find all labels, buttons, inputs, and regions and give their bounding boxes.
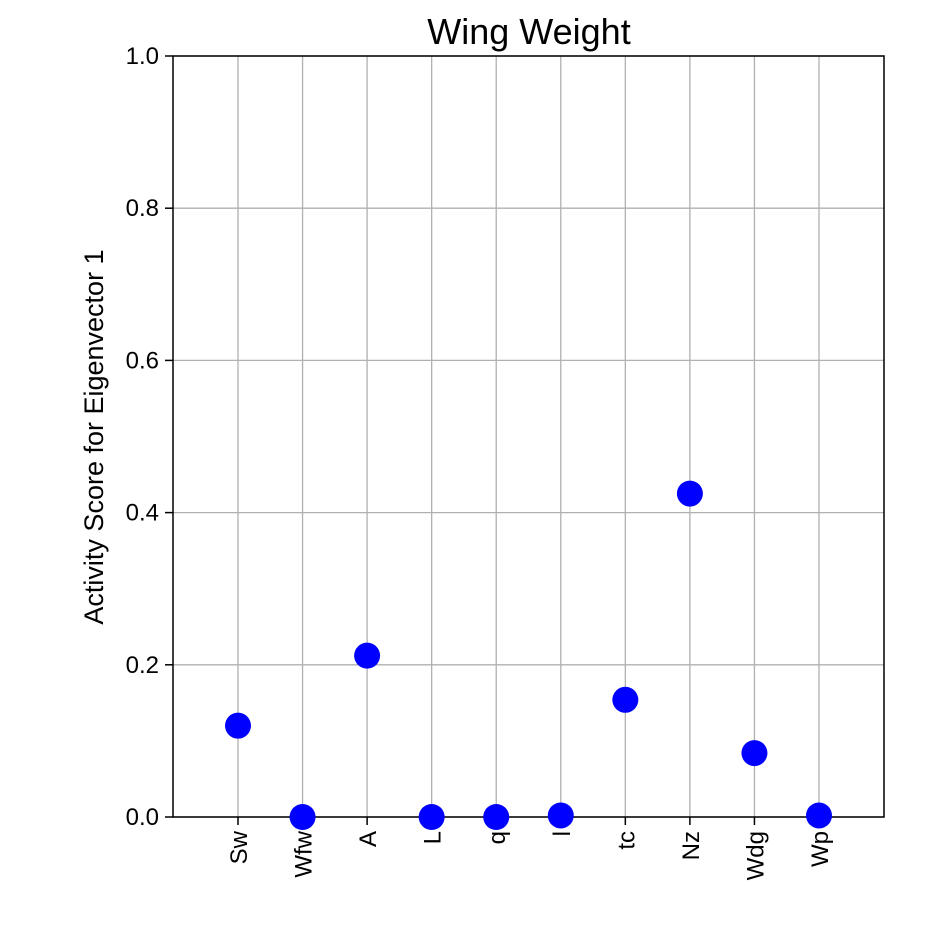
x-tick-label: l bbox=[549, 831, 576, 836]
x-tick-label: Wdg bbox=[742, 831, 769, 880]
plot-frame bbox=[172, 55, 885, 818]
y-tick-label: 1.0 bbox=[126, 43, 159, 70]
x-tick-label: Wfw bbox=[291, 830, 318, 877]
data-point-sw bbox=[225, 712, 251, 739]
y-tick-label: 0.2 bbox=[126, 652, 159, 679]
data-point-tc bbox=[612, 686, 639, 713]
point-layer bbox=[225, 480, 832, 830]
x-tick-label: L bbox=[420, 831, 447, 844]
y-tick-label: 0.6 bbox=[126, 347, 159, 374]
data-point-nz bbox=[676, 480, 703, 507]
x-tick-label: A bbox=[355, 831, 382, 847]
data-point-l bbox=[547, 802, 574, 829]
data-point-a bbox=[354, 642, 381, 669]
data-point-q bbox=[483, 804, 510, 830]
chart-title: Wing Weight bbox=[427, 11, 630, 52]
x-tick-label: q bbox=[484, 831, 511, 844]
grid-layer bbox=[173, 55, 884, 818]
y-tick-label: 0.4 bbox=[126, 500, 159, 527]
data-point-wp bbox=[806, 802, 832, 829]
y-axis-label: Activity Score for Eigenvector 1 bbox=[79, 249, 109, 624]
y-tick-label: 0.8 bbox=[126, 195, 159, 222]
data-point-wfw bbox=[289, 804, 316, 830]
tick-layer bbox=[165, 55, 820, 825]
data-point-wdg bbox=[741, 740, 768, 767]
x-tick-label: tc bbox=[613, 831, 640, 850]
x-tick-label: Wp bbox=[807, 831, 834, 867]
x-tick-label: Sw bbox=[226, 830, 253, 864]
data-point-l bbox=[418, 804, 445, 830]
x-tick-label: Nz bbox=[678, 831, 705, 860]
y-tick-label: 0.0 bbox=[126, 804, 159, 831]
